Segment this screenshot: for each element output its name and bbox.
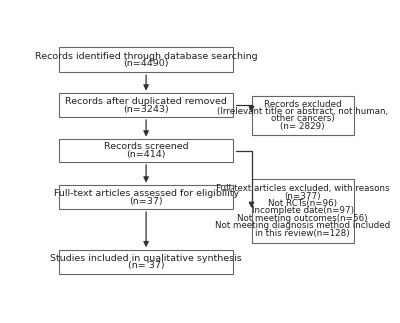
Text: (n=4490): (n=4490) bbox=[123, 59, 169, 68]
FancyBboxPatch shape bbox=[59, 93, 233, 117]
Text: Full-text articles excluded, with reasons: Full-text articles excluded, with reason… bbox=[216, 184, 390, 193]
Text: (n=377): (n=377) bbox=[284, 192, 321, 201]
Text: other cancers): other cancers) bbox=[271, 114, 334, 123]
Text: Not meeting diagnosis method included: Not meeting diagnosis method included bbox=[215, 221, 390, 230]
Text: Records after duplicated removed: Records after duplicated removed bbox=[65, 97, 227, 106]
Text: (n=3243): (n=3243) bbox=[123, 105, 169, 113]
Text: Records screened: Records screened bbox=[104, 142, 188, 151]
Text: (n= 2829): (n= 2829) bbox=[280, 122, 325, 131]
Text: Records excluded: Records excluded bbox=[264, 99, 342, 109]
FancyBboxPatch shape bbox=[59, 185, 233, 209]
Text: Full-text articles assessed for eligibility: Full-text articles assessed for eligibil… bbox=[54, 189, 239, 198]
FancyBboxPatch shape bbox=[252, 96, 354, 134]
Text: (n=37): (n=37) bbox=[129, 196, 163, 205]
FancyBboxPatch shape bbox=[252, 179, 354, 243]
Text: Not RCTs(n=96): Not RCTs(n=96) bbox=[268, 199, 337, 208]
FancyBboxPatch shape bbox=[59, 47, 233, 72]
Text: Not meeting outcomes(n=56): Not meeting outcomes(n=56) bbox=[237, 214, 368, 223]
FancyBboxPatch shape bbox=[59, 250, 233, 274]
Text: (Irrelevant title or abstract, not human,: (Irrelevant title or abstract, not human… bbox=[217, 107, 388, 116]
Text: (n= 37): (n= 37) bbox=[128, 261, 164, 270]
Text: Incomplete date(n=97): Incomplete date(n=97) bbox=[252, 206, 354, 215]
Text: Studies included in qualitative synthesis: Studies included in qualitative synthesi… bbox=[50, 254, 242, 263]
Text: Records identified through database searching: Records identified through database sear… bbox=[35, 52, 258, 61]
FancyBboxPatch shape bbox=[59, 140, 233, 162]
Text: in this review(n=128): in this review(n=128) bbox=[255, 229, 350, 238]
Text: (n=414): (n=414) bbox=[126, 150, 166, 159]
